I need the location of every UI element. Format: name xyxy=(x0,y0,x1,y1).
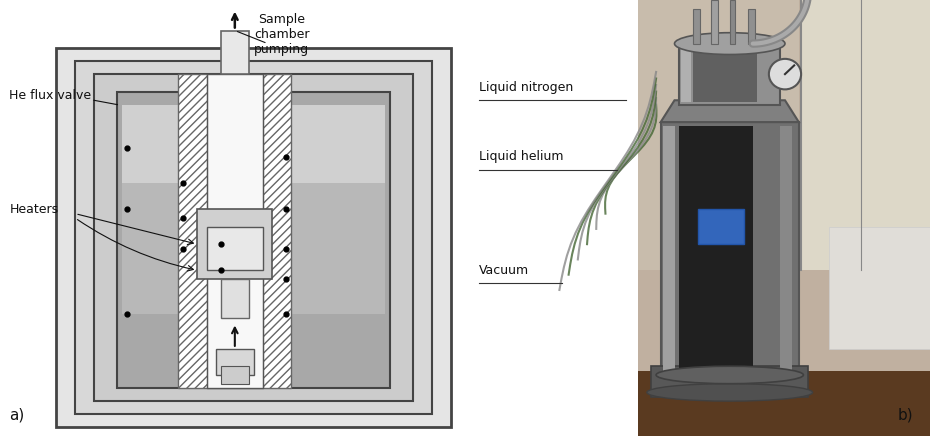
Bar xyxy=(829,227,930,349)
Bar xyxy=(780,126,791,371)
Bar xyxy=(679,44,780,105)
Bar xyxy=(698,209,744,244)
Bar xyxy=(711,0,718,44)
Bar xyxy=(206,74,263,388)
Bar xyxy=(693,9,699,44)
Text: Liquid nitrogen: Liquid nitrogen xyxy=(479,81,573,94)
Bar xyxy=(220,31,249,74)
Bar xyxy=(206,227,263,270)
Polygon shape xyxy=(660,100,799,122)
Bar xyxy=(682,46,691,102)
Text: He flux valve: He flux valve xyxy=(9,89,91,102)
Bar xyxy=(197,209,272,279)
Ellipse shape xyxy=(656,366,804,384)
Bar xyxy=(122,183,385,314)
Bar xyxy=(94,74,413,401)
Bar xyxy=(801,0,930,270)
Bar xyxy=(679,126,752,371)
Circle shape xyxy=(769,59,801,89)
Text: Vacuum: Vacuum xyxy=(479,264,529,277)
Bar xyxy=(660,122,799,375)
Bar xyxy=(693,46,757,102)
Bar xyxy=(179,74,291,388)
Ellipse shape xyxy=(647,384,813,401)
Text: a): a) xyxy=(9,408,24,423)
Polygon shape xyxy=(638,371,930,436)
Ellipse shape xyxy=(674,33,785,54)
Text: Heaters: Heaters xyxy=(9,203,59,216)
Bar xyxy=(663,126,674,371)
Bar xyxy=(638,0,799,270)
Text: Liquid helium: Liquid helium xyxy=(479,150,564,164)
Bar xyxy=(216,349,254,375)
Bar xyxy=(220,366,249,384)
Bar xyxy=(117,92,390,388)
Bar xyxy=(122,105,385,192)
Text: Sample
chamber
pumping: Sample chamber pumping xyxy=(254,13,310,56)
Bar xyxy=(652,366,808,397)
Bar xyxy=(220,279,249,318)
Bar xyxy=(748,9,755,44)
Bar xyxy=(75,61,432,414)
Text: b): b) xyxy=(897,408,913,423)
Bar xyxy=(730,0,736,44)
Bar xyxy=(638,0,930,371)
Bar xyxy=(638,0,930,436)
Bar xyxy=(57,48,451,427)
